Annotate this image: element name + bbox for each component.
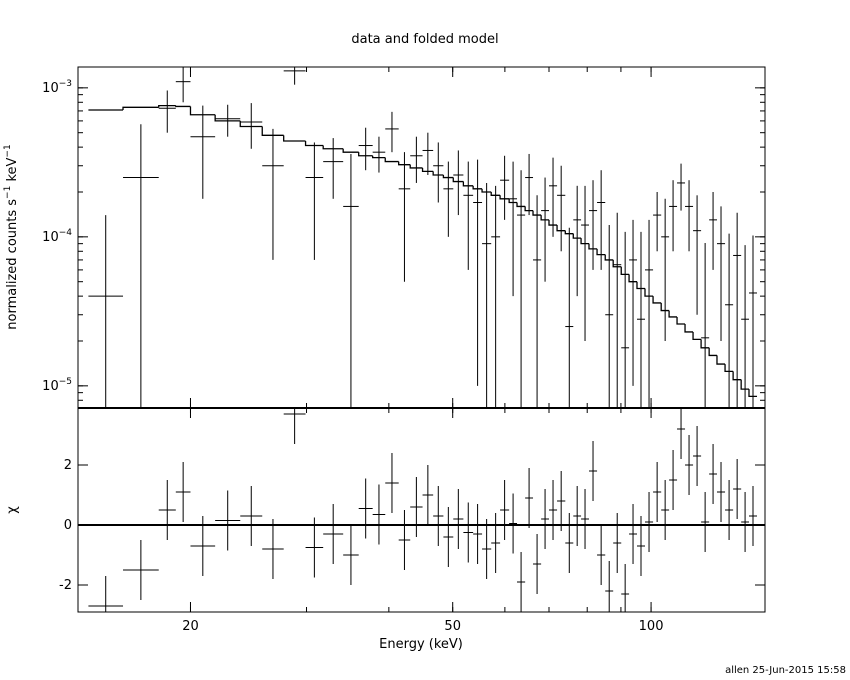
y-tick-label: 2 bbox=[64, 458, 72, 473]
model-step bbox=[740, 379, 749, 390]
model-step bbox=[261, 126, 284, 136]
y-tick-label: 10−3​ bbox=[42, 78, 72, 95]
model-step bbox=[532, 210, 542, 216]
model-step bbox=[158, 104, 176, 108]
y-tick-label: 0 bbox=[64, 518, 72, 533]
axes: 20 50 100 10−5​ 10−4​ 10−3​ -2 0 2 bbox=[42, 67, 765, 634]
model-step bbox=[175, 105, 191, 108]
model-step bbox=[516, 202, 526, 208]
model-step bbox=[548, 219, 558, 226]
chart-title: data and folded model bbox=[351, 32, 498, 47]
model-step bbox=[358, 152, 373, 157]
model-step bbox=[564, 230, 574, 235]
model-step bbox=[540, 215, 549, 221]
y-axis-label: χ bbox=[5, 506, 20, 514]
x-tick-label: 100 bbox=[639, 619, 664, 634]
model-step bbox=[596, 248, 606, 256]
plot-frame bbox=[77, 66, 766, 613]
model-step bbox=[452, 177, 464, 183]
model-step bbox=[604, 254, 614, 261]
model-step bbox=[668, 310, 678, 318]
model-step bbox=[304, 140, 324, 147]
model-step bbox=[409, 164, 423, 169]
x-tick-label: 50 bbox=[444, 619, 461, 634]
model-step bbox=[322, 145, 344, 150]
model-step bbox=[481, 188, 492, 193]
model-step bbox=[490, 191, 501, 196]
model-step bbox=[636, 281, 645, 290]
model-step bbox=[508, 198, 518, 204]
model-step bbox=[421, 167, 434, 173]
model-step bbox=[524, 206, 534, 212]
model-step bbox=[189, 106, 216, 116]
model-step bbox=[472, 185, 483, 190]
y-tick-label: 10−4​ bbox=[42, 227, 72, 244]
y-tick-label: 10−5​ bbox=[42, 376, 72, 393]
footer: allen 25-Jun-2015 15:58 bbox=[725, 665, 846, 676]
model-step bbox=[372, 155, 386, 159]
model-step bbox=[660, 302, 670, 312]
model-step bbox=[572, 233, 582, 239]
model-step bbox=[724, 364, 734, 373]
model-step bbox=[580, 238, 589, 245]
model-step bbox=[398, 161, 411, 166]
model-step bbox=[676, 316, 686, 325]
model-step bbox=[700, 339, 710, 349]
model-step bbox=[342, 148, 359, 153]
model-step bbox=[748, 389, 758, 398]
model-step bbox=[732, 371, 742, 381]
y-tick-label: -2 bbox=[59, 578, 72, 593]
x-tick-label: 20 bbox=[182, 619, 199, 634]
spectrum-panel bbox=[88, 67, 758, 408]
model-step bbox=[628, 274, 637, 283]
model-step bbox=[652, 296, 662, 304]
model-step bbox=[644, 288, 654, 297]
model-step bbox=[708, 347, 717, 357]
model-step bbox=[588, 243, 598, 250]
model-step bbox=[442, 175, 454, 179]
model-step bbox=[462, 181, 474, 187]
model-step bbox=[239, 120, 263, 128]
x-axis-label: Energy (keV) bbox=[379, 637, 463, 652]
model-step bbox=[432, 171, 444, 176]
residual-panel bbox=[78, 408, 765, 612]
model-step bbox=[620, 266, 630, 276]
model-step bbox=[684, 324, 694, 333]
model-step bbox=[612, 259, 622, 268]
y-axis-label: normalized counts s−1​ keV−1​ bbox=[3, 144, 20, 329]
model-step bbox=[499, 195, 510, 200]
model-step bbox=[122, 106, 159, 111]
model-step bbox=[283, 135, 306, 142]
model-step bbox=[556, 225, 566, 232]
model-step bbox=[384, 157, 399, 163]
model-step bbox=[716, 355, 726, 365]
model-step bbox=[214, 114, 241, 122]
model-step bbox=[692, 331, 702, 341]
